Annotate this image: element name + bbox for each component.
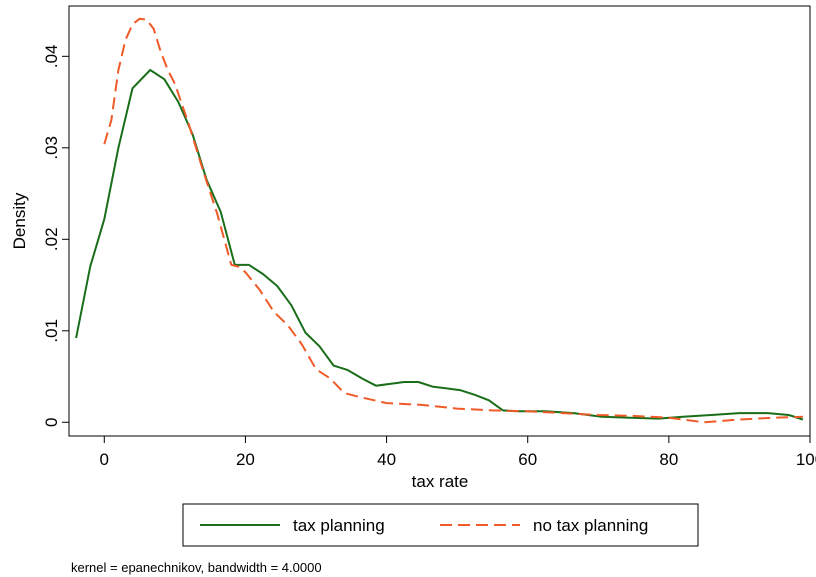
x-tick-label: 40 [377, 450, 396, 469]
x-tick-label: 100 [796, 450, 816, 469]
plot-area-frame [68, 5, 811, 437]
x-tick-label: 60 [518, 450, 537, 469]
legend-label-no-tax-planning: no tax planning [533, 516, 648, 535]
series-line-tax-planning [75, 69, 804, 421]
x-axis: 0 20 40 60 80 100 [100, 436, 816, 469]
y-axis-label: Density [10, 192, 29, 249]
x-axis-label: tax rate [412, 472, 469, 491]
legend: tax planning no tax planning [182, 503, 699, 547]
series-lines [75, 17, 804, 424]
series-line-no-tax-planning [103, 17, 803, 424]
y-tick-label: 0 [42, 418, 61, 427]
y-tick-label: .01 [42, 319, 61, 343]
y-tick-label: .04 [42, 44, 61, 68]
y-axis: 0 .01 .02 .03 .04 [42, 44, 69, 427]
x-tick-label: 80 [659, 450, 678, 469]
y-tick-label: .02 [42, 227, 61, 251]
x-tick-label: 0 [100, 450, 109, 469]
legend-label-tax-planning: tax planning [293, 516, 385, 535]
y-tick-label: .03 [42, 136, 61, 160]
x-tick-label: 20 [236, 450, 255, 469]
kernel-note: kernel = epanechnikov, bandwidth = 4.000… [71, 560, 322, 575]
